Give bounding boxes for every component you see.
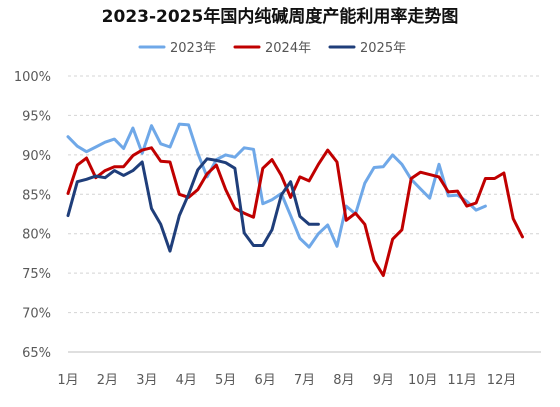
x-tick-label: 2月: [97, 373, 118, 388]
x-tick-label: 10月: [408, 373, 438, 388]
x-tick-label: 9月: [373, 373, 394, 388]
y-tick-label: 95%: [22, 109, 51, 124]
x-tick-label: 7月: [294, 373, 315, 388]
y-tick-label: 80%: [22, 228, 51, 243]
x-axis-ticks: 1月 2月 3月 4月 5月 6月 7月 8月 9月 10月 11月 12月: [57, 373, 516, 388]
y-tick-label: 85%: [22, 188, 51, 203]
x-tick-label: 4月: [176, 373, 197, 388]
chart-title: 2023-2025年国内纯碱周度产能利用率走势图: [102, 6, 459, 27]
x-tick-label: 1月: [57, 373, 78, 388]
y-tick-label: 75%: [22, 267, 51, 282]
gridlines: [68, 75, 541, 314]
y-axis-ticks: 65% 70% 75% 80% 85% 90% 95% 100%: [14, 70, 51, 361]
legend-label: 2023年: [170, 41, 216, 56]
x-tick-label: 11月: [447, 373, 477, 388]
y-tick-label: 100%: [14, 70, 51, 85]
x-tick-label: 6月: [254, 373, 275, 388]
series-line-1: [66, 122, 487, 249]
y-tick-label: 90%: [22, 149, 51, 164]
legend: 2023年 2024年 2025年: [138, 41, 406, 56]
series-lines: [66, 122, 524, 277]
x-tick-label: 3月: [136, 373, 157, 388]
y-tick-label: 65%: [22, 346, 51, 361]
x-tick-label: 5月: [215, 373, 236, 388]
x-tick-label: 8月: [333, 373, 354, 388]
x-tick-label: 12月: [487, 373, 517, 388]
series-line-2: [66, 146, 524, 277]
y-tick-label: 70%: [22, 307, 51, 322]
series-line-3: [66, 157, 320, 253]
legend-label: 2024年: [265, 41, 311, 56]
legend-label: 2025年: [360, 41, 406, 56]
